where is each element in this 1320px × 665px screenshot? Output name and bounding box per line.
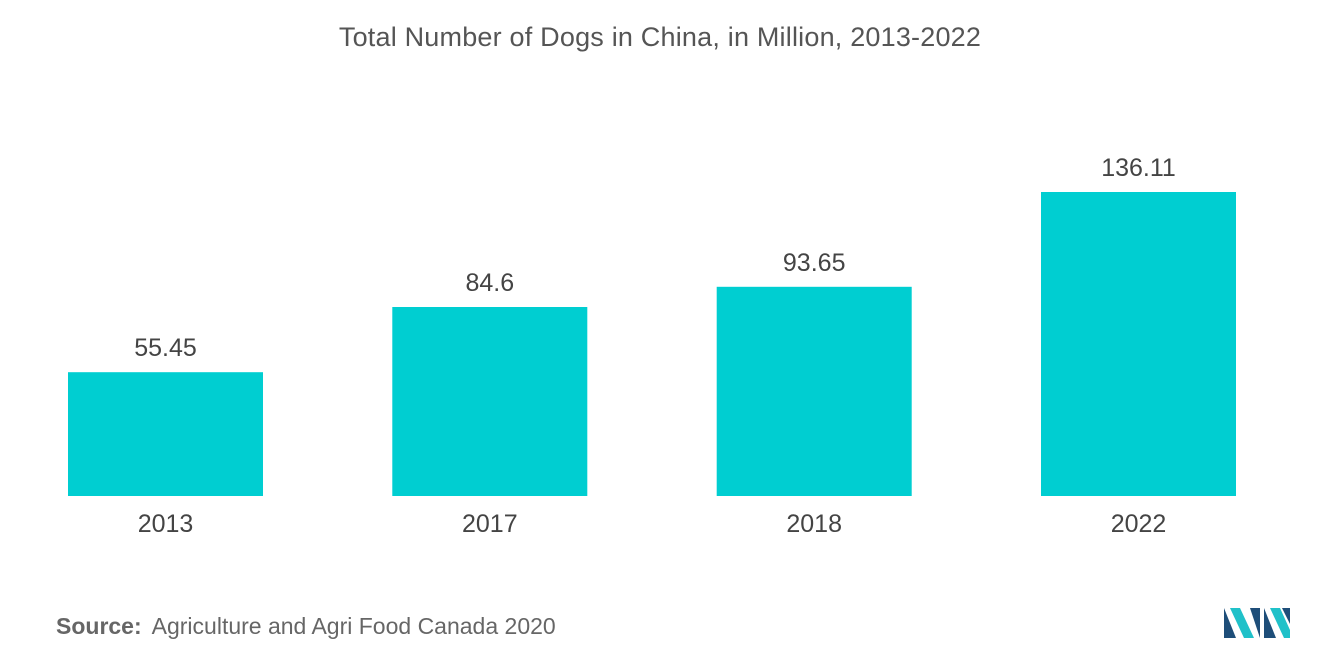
value-label-2018: 93.65 [783,249,846,277]
value-label-2017: 84.6 [465,269,514,297]
source-note: Source: Agriculture and Agri Food Canada … [56,613,556,640]
bar-2013 [68,372,263,496]
bars-group [68,192,1236,496]
source-prefix: Source: [56,613,142,639]
bar-2017 [392,307,588,496]
value-label-2022: 136.11 [1101,154,1176,182]
chart-title: Total Number of Dogs in China, in Millio… [338,22,982,52]
x-tick-label-2017: 2017 [462,510,518,538]
value-label-2013: 55.45 [134,334,197,362]
bar-2018 [716,286,912,496]
bar-2022 [1041,192,1236,496]
x-tick-label-2022: 2022 [1111,510,1167,538]
x-tick-label-2018: 2018 [786,510,842,538]
value-labels-group: 55.45 84.6 93.65 136.11 [134,154,1176,362]
x-tick-label-2013: 2013 [138,510,194,538]
mordor-intelligence-logo-icon [1224,608,1290,638]
x-axis-tick-labels: 2013 2017 2018 2022 [138,510,1167,538]
source-text: Agriculture and Agri Food Canada 2020 [151,613,556,639]
